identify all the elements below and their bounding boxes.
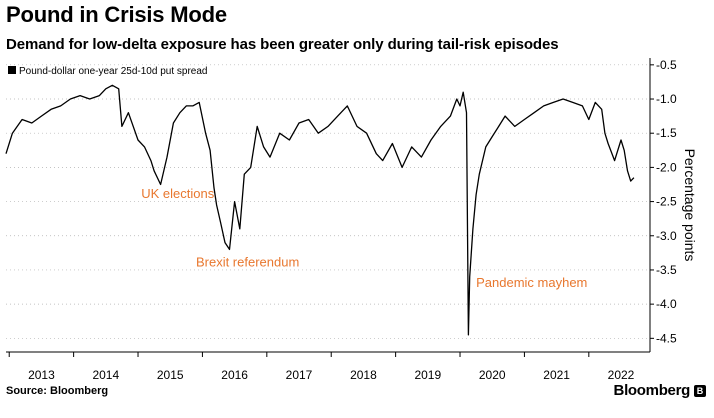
annotation-label: Brexit referendum — [196, 255, 299, 270]
brand-badge-icon: B — [694, 385, 706, 397]
x-tick-label: 2014 — [92, 368, 119, 382]
x-tick-label: 2020 — [479, 368, 506, 382]
y-tick-label: -2.5 — [656, 195, 677, 209]
annotation-label: UK elections — [141, 186, 214, 201]
source-note: Source: Bloomberg — [6, 385, 109, 397]
annotation-label: Pandemic mayhem — [476, 275, 587, 290]
x-tick-label: 2022 — [608, 368, 635, 382]
y-tick-label: -4.5 — [656, 331, 677, 345]
y-tick-label: -1.5 — [656, 126, 677, 140]
brand-logo: Bloomberg — [613, 382, 691, 399]
y-tick-label: -3.5 — [656, 263, 677, 277]
x-tick-label: 2018 — [350, 368, 377, 382]
y-axis-label: Percentage points — [682, 149, 698, 262]
series-line — [5, 84, 635, 336]
grid-lines — [6, 64, 650, 339]
y-tick-label: -1.0 — [656, 92, 677, 106]
y-tick-label: -2.0 — [656, 160, 677, 174]
chart-title: Pound in Crisis Mode — [6, 2, 227, 27]
x-tick-label: 2017 — [286, 368, 313, 382]
legend-label: Pound-dollar one-year 25d-10d put spread — [19, 66, 207, 77]
x-tick-label: 2021 — [543, 368, 570, 382]
series — [5, 84, 635, 336]
y-tick-label: -3.0 — [656, 229, 677, 243]
chart-subtitle: Demand for low-delta exposure has been g… — [6, 36, 559, 53]
legend: Pound-dollar one-year 25d-10d put spread — [8, 66, 207, 77]
x-tick-label: 2016 — [221, 368, 248, 382]
y-axis: -0.5 -1.0 -1.5 -2.0 -2.5 -3.0 -3.5 -4.0 -4.5 — [649, 58, 677, 352]
y-tick-label: -0.5 — [656, 58, 677, 72]
y-tick-label: -4.0 — [656, 297, 677, 311]
x-axis: 2013 2014 2015 2016 2017 2018 2019 2020 2021 2022 — [6, 351, 650, 382]
x-tick-label: 2013 — [28, 368, 55, 382]
x-tick-label: 2015 — [157, 368, 184, 382]
x-tick-label: 2019 — [414, 368, 441, 382]
legend-swatch — [8, 66, 16, 74]
annotations: UK elections Brexit referendum Pandemic ma… — [141, 186, 587, 290]
